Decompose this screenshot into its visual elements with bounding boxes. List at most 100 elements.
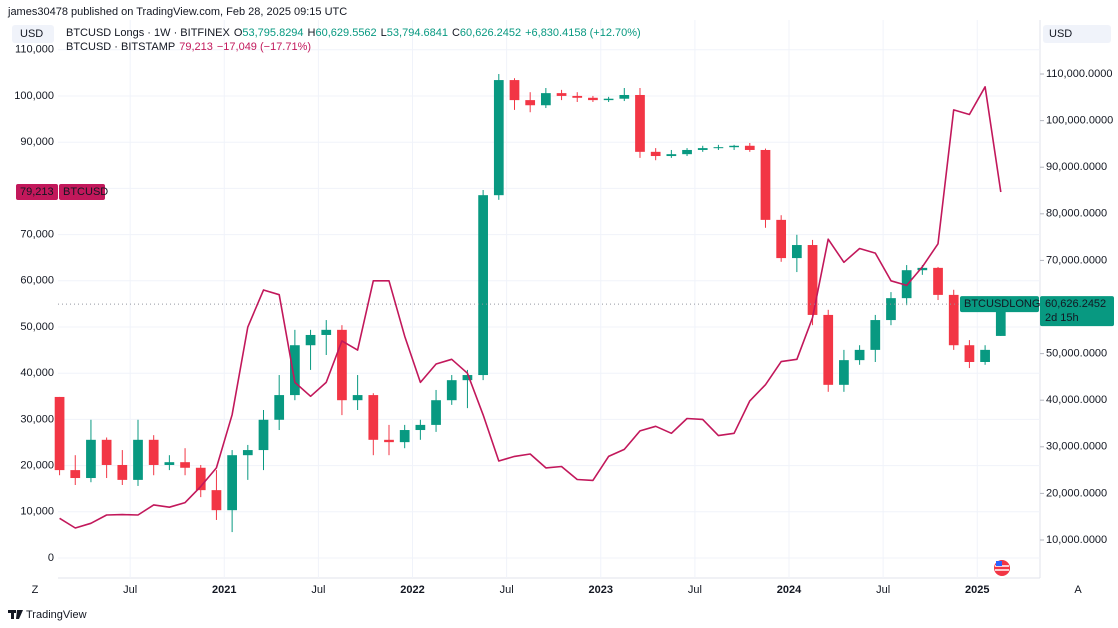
candle-body [148, 439, 159, 465]
candle-body [540, 93, 551, 106]
candle-body [399, 430, 410, 443]
candle-body [290, 345, 300, 396]
candle-body [493, 80, 504, 196]
candle-body [948, 294, 959, 346]
candle-body [478, 195, 488, 376]
candle-body [446, 380, 457, 401]
y-tick-label: 60,000 [20, 275, 54, 287]
x-tick-label: 2025 [965, 584, 989, 596]
logo-text: TradingView [26, 609, 87, 621]
candle-body [352, 395, 363, 401]
y-tick-label: 70,000 [20, 229, 54, 241]
candle-body [744, 145, 755, 150]
corner-right[interactable]: A [1074, 584, 1082, 596]
flag-icon [996, 561, 1002, 566]
x-tick-label: 2021 [212, 584, 236, 596]
left-currency: USD [20, 28, 43, 40]
candle-body [525, 100, 536, 106]
y2-tick-label: 80,000.0000 [1046, 208, 1107, 220]
y-tick-label: 100,000 [14, 90, 54, 102]
candle-body [933, 267, 943, 295]
candle-body [650, 151, 661, 157]
series-badge [59, 184, 105, 201]
y2-tick-label: 110,000.0000 [1046, 68, 1112, 80]
candle-body [117, 464, 128, 480]
y-tick-label: 30,000 [20, 413, 54, 425]
candle-body [917, 267, 928, 271]
candle-body [697, 148, 708, 150]
candle-body [713, 147, 724, 149]
candle-body [321, 329, 332, 335]
candle-body [682, 149, 692, 155]
right-currency: USD [1049, 28, 1072, 40]
logo-mark [16, 610, 23, 619]
x-tick-label: Jul [688, 584, 702, 596]
y2-tick-label: 50,000.0000 [1046, 348, 1107, 360]
y-tick-label: 40,000 [20, 367, 54, 379]
candle-body [305, 334, 316, 346]
logo: TradingView [8, 609, 87, 621]
x-tick-label: 2022 [400, 584, 424, 596]
x-tick-label: Jul [311, 584, 325, 596]
candle-body [227, 455, 237, 511]
y2-tick-label: 100,000.0000 [1046, 115, 1113, 127]
legend-key: O [234, 27, 243, 39]
y2-tick-label: 40,000.0000 [1046, 394, 1107, 406]
corner-left[interactable]: Z [32, 584, 39, 596]
price-line [59, 86, 1002, 529]
flag-icon [992, 558, 1012, 578]
candle-body [431, 400, 441, 425]
legend-name: BTCUSD Longs · 1W · BITFINEX [66, 27, 230, 39]
logo-mark [11, 610, 14, 619]
legend-value: 53,795.8294 [242, 27, 303, 39]
candle-body [886, 298, 896, 321]
last-value-badge [1040, 296, 1114, 327]
candle-body [101, 439, 112, 465]
y-tick-label: 110,000 [15, 44, 54, 56]
candle-body [995, 304, 1006, 336]
axes: 0 10,000 20,000 30,000 40,000 50,000 60,000 70,… [14, 44, 1113, 596]
legend-value: 79,213 [179, 41, 213, 53]
legend-value: −17,049 (−17.71%) [217, 41, 311, 53]
candle-body [901, 270, 912, 299]
candle-body [823, 314, 834, 385]
legend-entry: BTCUSD · BITSTAMP 79,213 −17,049 (−17.71%) [66, 41, 311, 53]
series-badge-label: BTCUSD [63, 186, 108, 198]
candle-body [368, 395, 379, 440]
x-tick-label: 2024 [777, 584, 802, 596]
legend-value: 53,794.6841 [387, 27, 448, 39]
candle-body [556, 93, 567, 96]
candle-body [415, 424, 426, 431]
legend-key: L [381, 27, 387, 39]
series-badge-label: BTCUSDLONGS [964, 298, 1048, 310]
candle-body [980, 349, 990, 362]
candle-body [258, 419, 269, 451]
last-value-label: 60,626.2452 [1045, 298, 1106, 310]
candle-body [180, 462, 190, 468]
legend-value: +6,830.4158 (+12.70%) [525, 27, 641, 39]
y-tick-label: 90,000 [20, 136, 54, 148]
x-tick-label: Jul [123, 584, 137, 596]
candle-body [603, 98, 614, 101]
y-tick-label: 0 [48, 552, 54, 564]
y-tick-label: 20,000 [20, 460, 54, 472]
legend-entry: BTCUSD Longs · 1W · BITFINEX O53,795.8294… [66, 27, 641, 39]
x-tick-label: Jul [876, 584, 890, 596]
candle-body [384, 439, 394, 443]
candle-body [964, 345, 975, 362]
candle-body [839, 360, 849, 385]
publisher-note: james30478 published on TradingView.com,… [7, 6, 347, 18]
legend-value: 60,629.5562 [316, 27, 377, 39]
x-tick-label: 2023 [589, 584, 613, 596]
candle-body [760, 149, 771, 220]
candle-body [776, 219, 787, 259]
candle-body [729, 145, 739, 148]
last-value-badge [16, 184, 58, 201]
candle-body [619, 94, 630, 99]
candle-body [274, 395, 285, 420]
candle-body [791, 245, 802, 259]
candle-body [86, 439, 96, 479]
